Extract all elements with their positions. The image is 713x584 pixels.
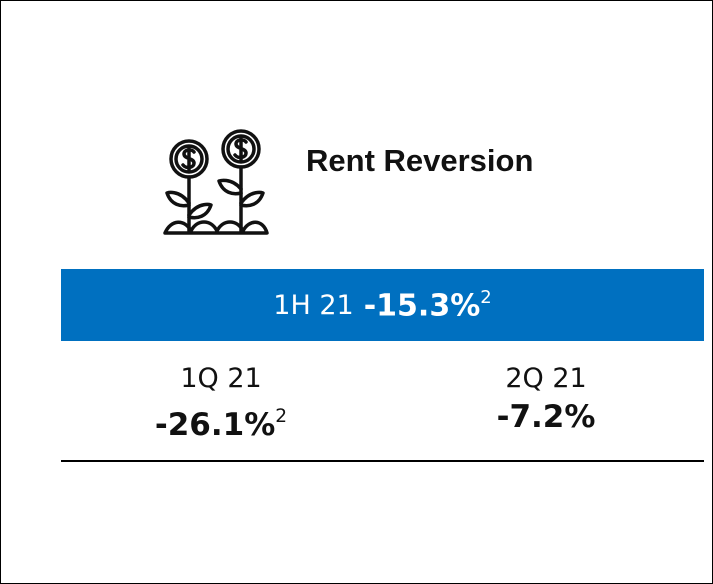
period-column: 1Q 21 -26.1%2 <box>71 361 371 445</box>
value-text: -7.2% <box>496 399 596 435</box>
period-label: 2Q 21 <box>505 363 587 394</box>
money-plant-icon <box>163 129 269 235</box>
title: Rent Reversion <box>306 143 534 178</box>
period-value: -26.1%2 <box>71 397 371 445</box>
period-label: 1Q 21 <box>180 363 262 394</box>
value-text: -26.1% <box>154 407 276 444</box>
period-value: -7.2% <box>396 397 696 437</box>
footnote: 2 <box>275 406 288 427</box>
banner: 1H 21 -15.3%2 <box>61 269 704 341</box>
divider <box>61 460 704 462</box>
period-column: 2Q 21 -7.2% <box>396 361 696 437</box>
value-text: -15.3% <box>363 288 481 324</box>
footnote: 2 <box>480 286 492 308</box>
banner-label: 1H 21 <box>273 289 354 321</box>
banner-value: -15.3%2 <box>364 287 492 324</box>
